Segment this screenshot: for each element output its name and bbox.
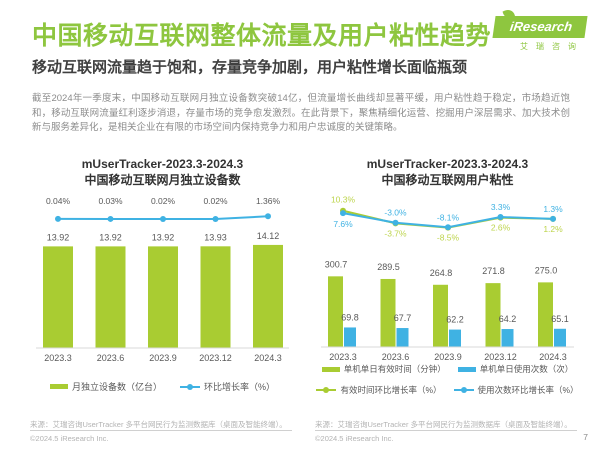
left-chart-title-line1: mUserTracker-2023.3-2024.3 [81, 157, 244, 171]
svg-text:2023.12: 2023.12 [199, 353, 232, 363]
right-chart-title-line2: 中国移动互联网用户粘性 [381, 173, 514, 188]
left-chart-title-line2: 中国移动互联网月独立设备数 [84, 173, 241, 188]
legend-item-devices: 月独立设备数（亿台） [49, 380, 162, 393]
line-swatch-icon [316, 387, 337, 393]
bar-swatch-icon [49, 384, 68, 389]
svg-text:-8.1%: -8.1% [437, 212, 460, 222]
copyright-right: ©2024.5 iResearch Inc. [315, 434, 394, 443]
bar-swatch-icon [321, 366, 340, 372]
svg-text:289.5: 289.5 [377, 262, 400, 272]
svg-text:2.6%: 2.6% [491, 223, 511, 233]
svg-text:300.7: 300.7 [325, 259, 348, 269]
left-chart-title: mUserTracker-2023.3-2024.3 中国移动互联网月独立设备数 [30, 156, 295, 188]
legend-item-time: 单机单日有效时间（分钟） [321, 363, 446, 375]
legend-item-growth: 环比增长率（%） [180, 380, 275, 393]
legend-label: 有效时间环比增长率（%） [340, 385, 442, 395]
bar-swatch-icon [457, 366, 476, 372]
svg-text:1.36%: 1.36% [256, 196, 281, 206]
legend-item-times-growth: 使用次数环比增长率（%） [453, 384, 579, 396]
stickiness-chart-legend-bars: 单机单日有效时间（分钟） 单机单日使用次数（次） [315, 363, 580, 375]
legend-label: 月独立设备数（亿台） [71, 382, 162, 392]
svg-text:0.02%: 0.02% [203, 196, 228, 206]
page-number: 7 [583, 432, 588, 442]
svg-text:7.6%: 7.6% [333, 219, 353, 229]
iresearch-logo: iResearch 艾瑞咨询 [492, 7, 588, 52]
legend-label: 使用次数环比增长率（%） [477, 385, 579, 395]
svg-text:2023.6: 2023.6 [382, 352, 410, 362]
right-chart-title-line1: mUserTracker-2023.3-2024.3 [366, 157, 529, 171]
svg-text:14.12: 14.12 [257, 231, 280, 241]
svg-text:2024.3: 2024.3 [254, 353, 282, 363]
devices-chart-legend: 月独立设备数（亿台） 环比增长率（%） [30, 380, 295, 393]
svg-text:10.3%: 10.3% [331, 195, 356, 205]
legend-item-times: 单机单日使用次数（次） [457, 363, 574, 375]
line-swatch-icon [453, 387, 474, 393]
svg-text:1.3%: 1.3% [543, 204, 563, 214]
svg-text:2023.12: 2023.12 [484, 352, 517, 362]
svg-text:-8.5%: -8.5% [437, 233, 460, 243]
logo-wordmark: iResearch [492, 7, 588, 38]
svg-text:2023.9: 2023.9 [434, 352, 462, 362]
page-subtitle: 移动互联网流量趋于饱和，存量竞争加剧，用户粘性增长面临瓶颈 [32, 59, 468, 76]
svg-text:3.3%: 3.3% [491, 202, 511, 212]
svg-text:275.0: 275.0 [535, 265, 558, 275]
right-chart-title: mUserTracker-2023.3-2024.3 中国移动互联网用户粘性 [315, 156, 580, 188]
svg-text:13.93: 13.93 [204, 232, 227, 242]
svg-text:65.1: 65.1 [551, 314, 569, 324]
svg-text:-3.7%: -3.7% [384, 228, 407, 238]
legend-label: 环比增长率（%） [204, 382, 276, 392]
svg-text:13.92: 13.92 [152, 232, 175, 242]
svg-text:13.92: 13.92 [47, 232, 70, 242]
svg-text:1.2%: 1.2% [543, 224, 563, 234]
summary-paragraph: 截至2024年一季度末，中国移动互联网月独立设备数突破14亿，但流量增长曲线却显… [32, 93, 570, 134]
logo-chinese-name: 艾瑞咨询 [520, 42, 584, 51]
legend-label: 单机单日使用次数（次） [479, 364, 574, 374]
svg-text:2023.3: 2023.3 [44, 353, 72, 363]
svg-text:0.03%: 0.03% [98, 196, 123, 206]
svg-text:69.8: 69.8 [341, 312, 359, 322]
source-note-right: 来源：艾瑞咨询UserTracker 多平台网民行为监测数据库（桌面及智能终端）… [315, 420, 572, 429]
line-swatch-icon [180, 383, 200, 390]
footer-divider-right [315, 430, 577, 431]
svg-text:2023.6: 2023.6 [97, 353, 125, 363]
footer-divider-left [30, 430, 292, 431]
devices-chart: 13.92 13.92 13.92 13.93 14.12 2023.3 2023.6 202… [36, 196, 289, 363]
stickiness-chart: 300.7 289.5 264.8 271.8 275.0 69.8 67.7 62.2 64.… [321, 195, 574, 362]
svg-text:13.92: 13.92 [99, 232, 122, 242]
source-note-left: 来源：艾瑞咨询UserTracker 多平台网民行为监测数据库（桌面及智能终端）… [30, 420, 287, 429]
copyright-left: ©2024.5 iResearch Inc. [30, 434, 109, 443]
svg-text:-3.0%: -3.0% [384, 208, 407, 218]
svg-text:271.8: 271.8 [482, 266, 505, 276]
legend-label: 单机单日有效时间（分钟） [343, 364, 446, 374]
svg-text:0.02%: 0.02% [151, 196, 176, 206]
svg-text:2023.9: 2023.9 [149, 353, 177, 363]
svg-text:64.2: 64.2 [499, 314, 517, 324]
svg-text:2023.3: 2023.3 [329, 352, 357, 362]
svg-text:2024.3: 2024.3 [539, 352, 567, 362]
svg-text:62.2: 62.2 [446, 315, 464, 325]
stickiness-chart-legend-lines: 有效时间环比增长率（%） 使用次数环比增长率（%） [315, 384, 580, 396]
page-title: 中国移动互联网整体流量及用户粘性趋势 [32, 22, 492, 50]
svg-text:264.8: 264.8 [430, 268, 453, 278]
svg-text:67.7: 67.7 [394, 313, 412, 323]
svg-text:0.04%: 0.04% [46, 196, 71, 206]
legend-item-time-growth: 有效时间环比增长率（%） [316, 384, 442, 396]
